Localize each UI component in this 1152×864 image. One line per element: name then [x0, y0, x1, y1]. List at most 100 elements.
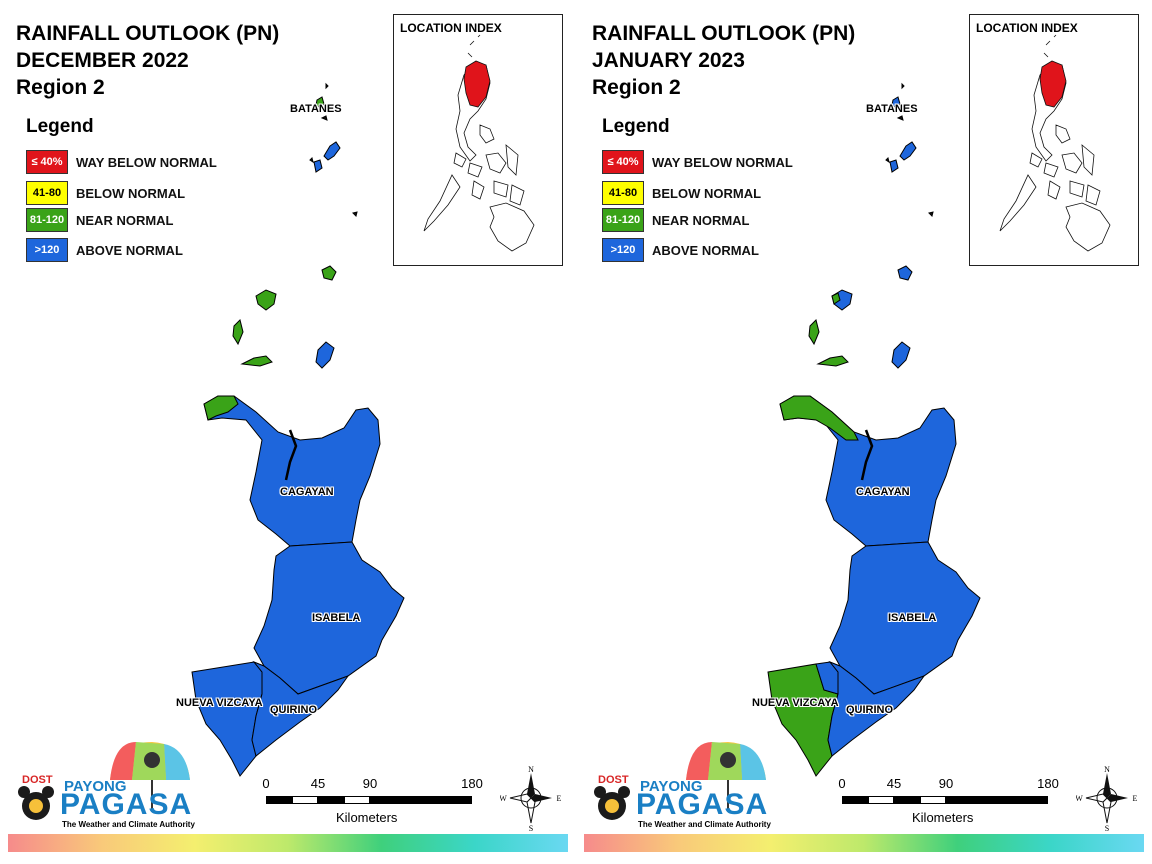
legend-item-below-normal: 41-80 BELOW NORMAL [602, 181, 862, 207]
legend-swatch: 41-80 [26, 181, 68, 205]
legend-item-way-below-normal: ≤ 40% WAY BELOW NORMAL [602, 150, 862, 176]
legend-title: Legend [26, 116, 94, 137]
title-line-2: JANUARY 2023 [592, 49, 745, 72]
region-2-map [767, 82, 981, 777]
north-arrow: N S W E [1075, 765, 1138, 833]
compass-w: W [1076, 794, 1083, 803]
legend-label: NEAR NORMAL [652, 213, 750, 228]
legend-swatch: 81-120 [26, 208, 68, 232]
batanes-label: BATANES [290, 103, 342, 115]
scale-tick-0: 0 [262, 776, 270, 791]
title-line-1: RAINFALL OUTLOOK (PN) [16, 22, 280, 45]
compass-e: E [557, 794, 562, 803]
legend-item-near-normal: 81-120 NEAR NORMAL [26, 208, 286, 234]
babuyan-islands [808, 265, 913, 369]
compass-n: N [1104, 765, 1110, 774]
legend-item-way-below-normal: ≤ 40% WAY BELOW NORMAL [26, 150, 286, 176]
quirino-label: QUIRINO [270, 704, 318, 716]
legend-label: BELOW NORMAL [76, 186, 186, 201]
outlook-panel-december: RAINFALL OUTLOOK (PN) DECEMBER 2022 Regi… [8, 14, 568, 852]
scale-tick-180: 180 [461, 776, 483, 791]
payong-text: PAYONG [64, 778, 127, 795]
legend-swatch: 41-80 [602, 181, 644, 205]
inset-title: LOCATION INDEX [400, 21, 502, 35]
philippines-locator-map [423, 34, 535, 252]
legend-swatch: >120 [602, 238, 644, 262]
legend-item-above-normal: >120 ABOVE NORMAL [602, 238, 862, 264]
compass-n: N [528, 765, 534, 774]
title-line-3: Region 2 [16, 76, 105, 99]
compass-e: E [1133, 794, 1138, 803]
nueva-vizcaya-label: NUEVA VIZCAYA [752, 697, 839, 709]
scale-tick-45: 45 [310, 776, 326, 791]
cagayan-nw-coast-area [779, 395, 859, 441]
legend-item-below-normal: 41-80 BELOW NORMAL [26, 181, 286, 207]
logo-tagline: The Weather and Climate Authority [638, 820, 771, 829]
legend-label: WAY BELOW NORMAL [76, 155, 217, 170]
cagayan-label: CAGAYAN [856, 486, 910, 498]
legend-label: ABOVE NORMAL [76, 243, 183, 258]
compass-s: S [529, 824, 533, 831]
cagayan-nw-coast-area [203, 395, 239, 421]
scale-tick-180: 180 [1037, 776, 1059, 791]
babuyan-islands [232, 265, 337, 369]
legend-title: Legend [602, 116, 670, 137]
legend-label: ABOVE NORMAL [652, 243, 759, 258]
region-2-highlight [1039, 60, 1067, 108]
batanes-islands [309, 82, 358, 217]
legend-swatch: ≤ 40% [602, 150, 644, 174]
north-arrow: N S W E [499, 765, 562, 833]
dost-text: DOST [598, 774, 629, 786]
pagasa-text: PAGASA [60, 788, 193, 821]
batanes-label: BATANES [866, 103, 918, 115]
map-title: RAINFALL OUTLOOK (PN) JANUARY 2023 Regio… [592, 20, 855, 101]
batanes-islands [885, 82, 934, 217]
nueva-vizcaya-province [191, 661, 263, 777]
region-2-highlight [463, 60, 491, 108]
legend-swatch: 81-120 [602, 208, 644, 232]
scale-unit: Kilometers [336, 810, 398, 825]
umbrella-icon [18, 742, 190, 820]
location-index-inset: LOCATION INDEX [393, 14, 563, 266]
payong-pagasa-logo: DOST PAYONG PAGASA The Weather and Clima… [590, 740, 771, 834]
cagayan-province [779, 395, 957, 547]
footer-color-bar [8, 834, 568, 852]
quirino-label: QUIRINO [846, 704, 894, 716]
payong-pagasa-logo: DOST PAYONG PAGASA The Weather and Clima… [14, 740, 195, 834]
philippines-locator-map [999, 34, 1111, 252]
payong-text: PAYONG [640, 778, 703, 795]
legend-label: NEAR NORMAL [76, 213, 174, 228]
legend-swatch: >120 [26, 238, 68, 262]
dost-text: DOST [22, 774, 53, 786]
legend-swatch: ≤ 40% [26, 150, 68, 174]
compass-rose-icon: N S W E [1075, 765, 1138, 833]
location-index-inset: LOCATION INDEX [969, 14, 1139, 266]
scale-tick-0: 0 [838, 776, 846, 791]
scale-unit: Kilometers [912, 810, 974, 825]
scale-tick-45: 45 [886, 776, 902, 791]
title-line-2: DECEMBER 2022 [16, 49, 189, 72]
quirino-province [827, 660, 926, 757]
scale-tick-90: 90 [938, 776, 954, 791]
cagayan-label: CAGAYAN [280, 486, 334, 498]
umbrella-icon [594, 742, 766, 820]
scale-bar-segments [266, 796, 482, 804]
scale-bar: 0 45 90 180 Kilometers [838, 776, 1059, 826]
title-line-3: Region 2 [592, 76, 681, 99]
pagasa-text: PAGASA [636, 788, 769, 821]
compass-s: S [1105, 824, 1109, 831]
compass-w: W [500, 794, 507, 803]
scale-bar-segments [842, 796, 1058, 804]
legend-item-above-normal: >120 ABOVE NORMAL [26, 238, 286, 264]
scale-tick-90: 90 [362, 776, 378, 791]
legend-item-near-normal: 81-120 NEAR NORMAL [602, 208, 862, 234]
outlook-panel-january: RAINFALL OUTLOOK (PN) JANUARY 2023 Regio… [576, 0, 1152, 864]
isabela-label: ISABELA [312, 612, 361, 624]
map-title: RAINFALL OUTLOOK (PN) DECEMBER 2022 Regi… [16, 20, 279, 101]
isabela-label: ISABELA [888, 612, 937, 624]
region-2-map [191, 82, 405, 777]
inset-title: LOCATION INDEX [976, 21, 1078, 35]
legend-label: BELOW NORMAL [652, 186, 762, 201]
title-line-1: RAINFALL OUTLOOK (PN) [592, 22, 856, 45]
compass-rose-icon: N S W E [499, 765, 562, 833]
